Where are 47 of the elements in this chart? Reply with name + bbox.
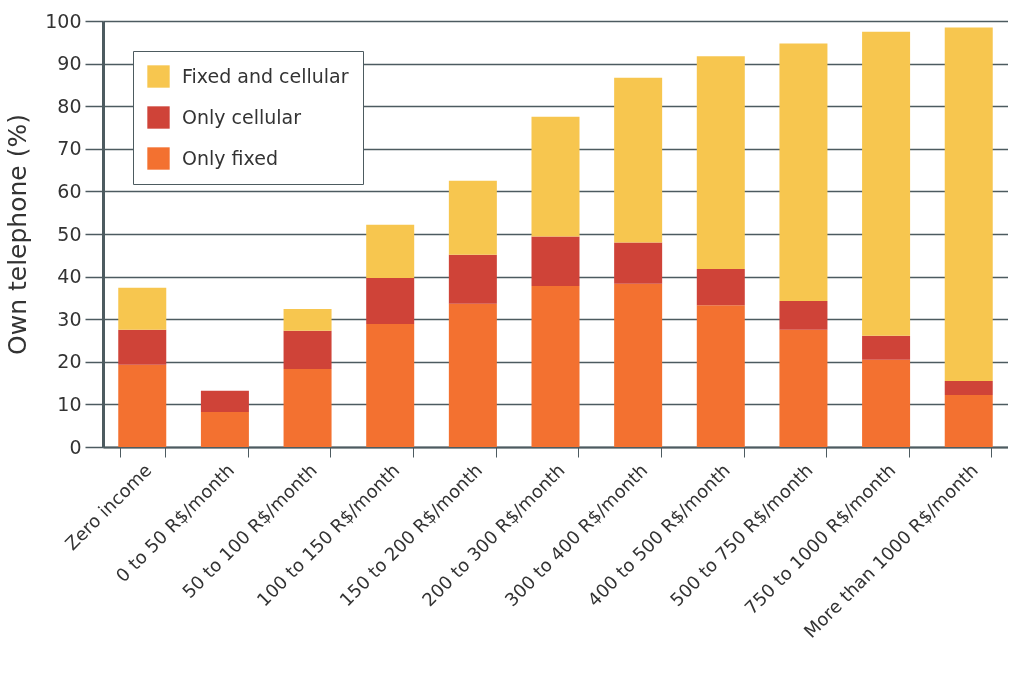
bar (614, 283, 663, 447)
y-tick-label: 90 (57, 52, 82, 75)
bar (448, 254, 497, 304)
bar (862, 31, 911, 336)
legend-label: Only fixed (182, 146, 278, 169)
y-tick-label: 0 (69, 435, 82, 458)
y-tick-label: 100 (45, 9, 82, 32)
bar (283, 330, 332, 370)
bar (118, 287, 167, 330)
y-axis-title: Own telephone (%) (3, 114, 33, 355)
bar (696, 268, 745, 306)
bar (944, 27, 993, 381)
bar (366, 323, 415, 447)
y-tick-label: 60 (57, 179, 82, 202)
bar (696, 56, 745, 269)
bar (448, 303, 497, 447)
bar (118, 329, 167, 365)
y-tick-label: 70 (57, 137, 82, 160)
legend-label: Fixed and cellular (182, 64, 349, 87)
bar (283, 308, 332, 331)
bar (366, 277, 415, 324)
bar (614, 77, 663, 243)
y-tick-label: 20 (57, 350, 82, 373)
bar (614, 242, 663, 284)
y-tick-label: 40 (57, 265, 82, 288)
bar (200, 390, 249, 413)
bar (779, 329, 828, 447)
bar (200, 412, 249, 447)
bar (944, 395, 993, 447)
bar (283, 369, 332, 447)
y-tick-label: 80 (57, 94, 82, 117)
bar (779, 300, 828, 330)
y-tick-label: 10 (57, 392, 82, 415)
bar (531, 116, 580, 237)
bar (448, 180, 497, 255)
bar (531, 236, 580, 286)
bar (862, 335, 911, 360)
bar (531, 285, 580, 447)
bar (366, 224, 415, 278)
bar (862, 359, 911, 447)
y-tick-label: 30 (57, 307, 82, 330)
bar (944, 380, 993, 396)
y-tick-label: 50 (57, 222, 82, 245)
bar (118, 364, 167, 447)
bar (779, 43, 828, 301)
bar (696, 305, 745, 447)
legend-label: Only cellular (182, 105, 302, 128)
